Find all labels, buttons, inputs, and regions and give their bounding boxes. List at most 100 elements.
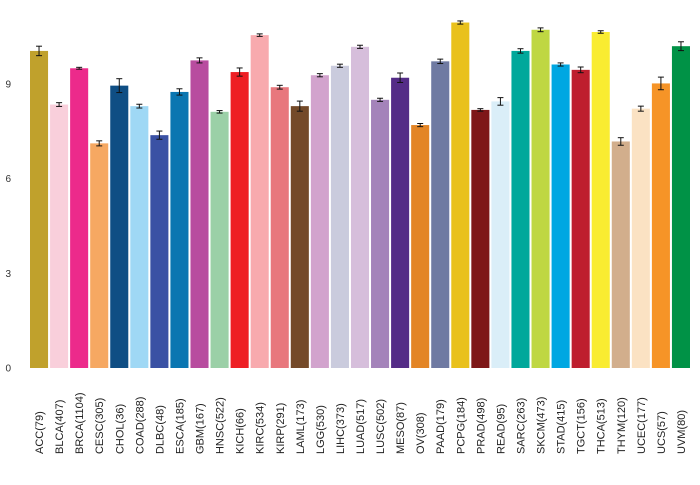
bar-dlbc[interactable] bbox=[150, 135, 169, 368]
bar-brca[interactable] bbox=[70, 68, 89, 369]
x-tick-label: THCA(513) bbox=[596, 398, 608, 454]
error-bar bbox=[76, 66, 83, 70]
bar-coad[interactable] bbox=[130, 106, 149, 368]
x-tick-label: GBM(167) bbox=[195, 403, 207, 454]
bar-blca[interactable] bbox=[50, 104, 69, 368]
bar-ov[interactable] bbox=[411, 125, 430, 368]
x-tick-label: ACC(79) bbox=[34, 411, 46, 454]
x-tick-label: UVM(80) bbox=[676, 410, 688, 454]
error-bar bbox=[136, 103, 143, 109]
error-bar bbox=[417, 122, 424, 128]
bar-tgct[interactable] bbox=[571, 69, 590, 368]
x-tick-label: LAML(173) bbox=[295, 400, 307, 454]
x-tick-label: STAD(415) bbox=[556, 400, 568, 454]
error-bar bbox=[56, 102, 63, 107]
x-tick-label: BLCA(407) bbox=[54, 400, 66, 454]
error-bar bbox=[617, 137, 624, 146]
bars bbox=[30, 22, 690, 369]
x-tick-label: READ(95) bbox=[495, 404, 507, 454]
error-bar bbox=[336, 63, 343, 68]
x-tick-label: KICH(66) bbox=[235, 408, 247, 454]
bar-thym[interactable] bbox=[611, 141, 630, 368]
bar-thca[interactable] bbox=[591, 31, 610, 369]
error-bar bbox=[517, 48, 524, 54]
y-tick-label: 6 bbox=[5, 174, 11, 185]
error-bar bbox=[316, 73, 323, 78]
x-tick-label: UCS(57) bbox=[656, 411, 668, 454]
error-bar bbox=[597, 30, 604, 34]
y-tick-label: 0 bbox=[5, 364, 11, 375]
x-tick-label: CHOL(36) bbox=[114, 404, 126, 454]
x-tick-label: KIRP(291) bbox=[275, 403, 287, 454]
x-tick-label: HNSC(522) bbox=[215, 397, 227, 454]
x-tick-label: THYM(120) bbox=[616, 397, 628, 454]
bar-hnsc[interactable] bbox=[210, 111, 229, 368]
x-tick-label: OV(308) bbox=[415, 412, 427, 454]
bar-kich[interactable] bbox=[230, 72, 249, 368]
y-axis: 0 3 6 9 bbox=[5, 80, 11, 375]
x-tick-label: LUAD(517) bbox=[355, 399, 367, 454]
error-bar bbox=[256, 33, 263, 37]
error-bar bbox=[637, 105, 644, 112]
x-tick-label: DLBC(48) bbox=[154, 405, 166, 454]
y-tick-label: 9 bbox=[5, 80, 11, 91]
x-tick-label: LGG(530) bbox=[315, 405, 327, 454]
bar-esca[interactable] bbox=[170, 91, 189, 368]
bar-kirc[interactable] bbox=[250, 35, 269, 369]
bar-pcpg[interactable] bbox=[451, 22, 470, 369]
x-tick-label: SARC(263) bbox=[515, 398, 527, 454]
x-tick-label: BRCA(1104) bbox=[74, 392, 86, 454]
x-axis-labels: ACC(79) BLCA(407) BRCA(1104) CESC(305) CHOL(… bbox=[34, 392, 688, 454]
x-tick-label: CESC(305) bbox=[94, 398, 106, 454]
bar-uvm[interactable] bbox=[671, 46, 690, 368]
x-tick-label: SKCM(473) bbox=[536, 397, 548, 454]
error-bar bbox=[437, 58, 444, 65]
bar-skcm[interactable] bbox=[531, 29, 550, 369]
bar-prad[interactable] bbox=[471, 109, 490, 369]
bar-lihc[interactable] bbox=[330, 65, 349, 368]
bar-ucs[interactable] bbox=[651, 83, 670, 369]
y-tick-label: 3 bbox=[5, 269, 11, 280]
error-bar bbox=[96, 140, 103, 147]
x-tick-label: PAAD(179) bbox=[435, 399, 447, 454]
error-bar bbox=[116, 78, 123, 94]
error-bar bbox=[577, 66, 584, 74]
x-tick-label: LIHC(373) bbox=[335, 403, 347, 454]
bar-stad[interactable] bbox=[551, 64, 570, 369]
bar-ucec[interactable] bbox=[631, 108, 650, 368]
bar-acc[interactable] bbox=[30, 50, 49, 369]
x-tick-label: LUSC(502) bbox=[375, 399, 387, 454]
bar-luad[interactable] bbox=[350, 46, 370, 368]
x-tick-label: PCPG(184) bbox=[455, 397, 467, 454]
bar-paad[interactable] bbox=[431, 61, 450, 368]
bar-sarc[interactable] bbox=[511, 50, 530, 369]
x-tick-label: TGCT(156) bbox=[576, 398, 588, 454]
bar-laml[interactable] bbox=[290, 106, 309, 368]
bar-meso[interactable] bbox=[391, 77, 410, 369]
error-bar bbox=[196, 57, 203, 64]
bar-gbm[interactable] bbox=[190, 60, 209, 368]
error-bar bbox=[657, 76, 664, 91]
error-bar bbox=[677, 41, 684, 52]
bar-lusc[interactable] bbox=[371, 99, 390, 368]
bar-cesc[interactable] bbox=[90, 143, 109, 368]
x-tick-label: MESO(87) bbox=[395, 402, 407, 454]
error-bar bbox=[36, 45, 43, 57]
error-bars bbox=[36, 20, 684, 147]
error-bar bbox=[156, 130, 163, 140]
error-bar bbox=[276, 84, 283, 90]
bar-read[interactable] bbox=[491, 101, 510, 369]
x-tick-label: COAD(288) bbox=[134, 397, 146, 454]
bar-kirp[interactable] bbox=[270, 87, 289, 368]
error-bar bbox=[236, 67, 243, 77]
error-bar bbox=[296, 100, 303, 112]
bar-chol[interactable] bbox=[110, 85, 129, 368]
x-tick-label: UCEC(177) bbox=[636, 397, 648, 454]
x-tick-label: KIRC(534) bbox=[255, 402, 267, 454]
error-bar bbox=[397, 72, 404, 83]
error-bar bbox=[457, 20, 464, 25]
bar-lgg[interactable] bbox=[310, 75, 329, 368]
error-bar bbox=[497, 97, 504, 106]
x-tick-label: PRAD(498) bbox=[475, 398, 487, 454]
